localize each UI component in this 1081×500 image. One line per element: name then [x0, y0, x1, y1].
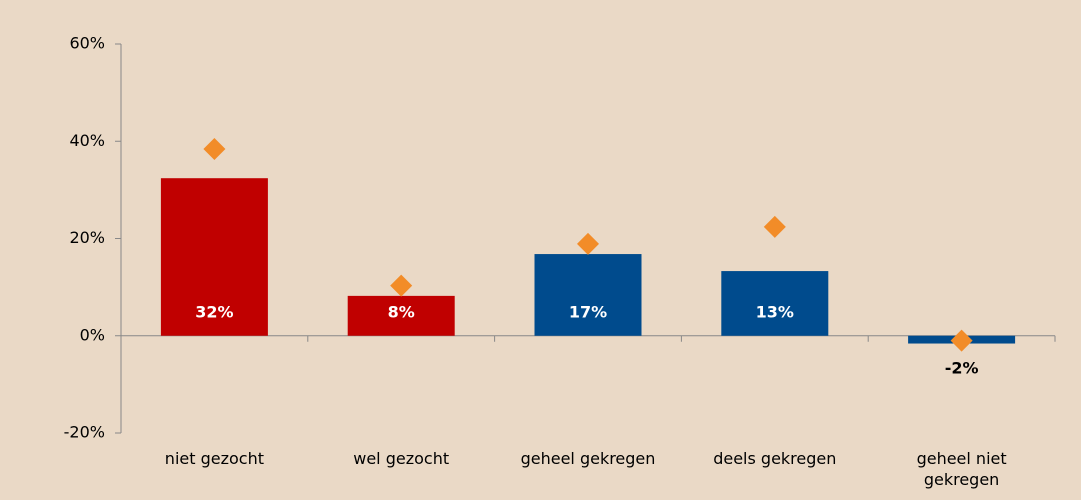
value-label: 17%: [569, 302, 607, 321]
x-tick-label: wel gezocht: [353, 449, 450, 468]
y-tick-label: 40%: [69, 131, 105, 150]
value-label: 8%: [388, 302, 415, 321]
marker: [950, 329, 973, 352]
y-tick-label: 20%: [69, 228, 105, 247]
x-tick-label: niet gezocht: [164, 449, 264, 468]
y-tick-label: -20%: [64, 423, 105, 442]
value-label: 13%: [756, 302, 794, 321]
bar: [347, 295, 455, 336]
bar: [160, 178, 268, 336]
x-tick-label: geheel niet gekregen: [916, 449, 1007, 489]
marker: [390, 274, 413, 297]
marker: [203, 138, 226, 161]
y-tick-label: 0%: [80, 325, 105, 344]
bar: [721, 271, 829, 336]
marker: [763, 215, 786, 238]
marker: [577, 232, 599, 255]
y-tick-label: 60%: [69, 34, 105, 53]
value-label: -2%: [945, 358, 979, 377]
x-tick-label: geheel gekregen: [520, 449, 656, 468]
x-tick-label: deels gekregen: [713, 449, 837, 468]
bar: [534, 254, 642, 336]
value-label: 32%: [195, 302, 233, 321]
